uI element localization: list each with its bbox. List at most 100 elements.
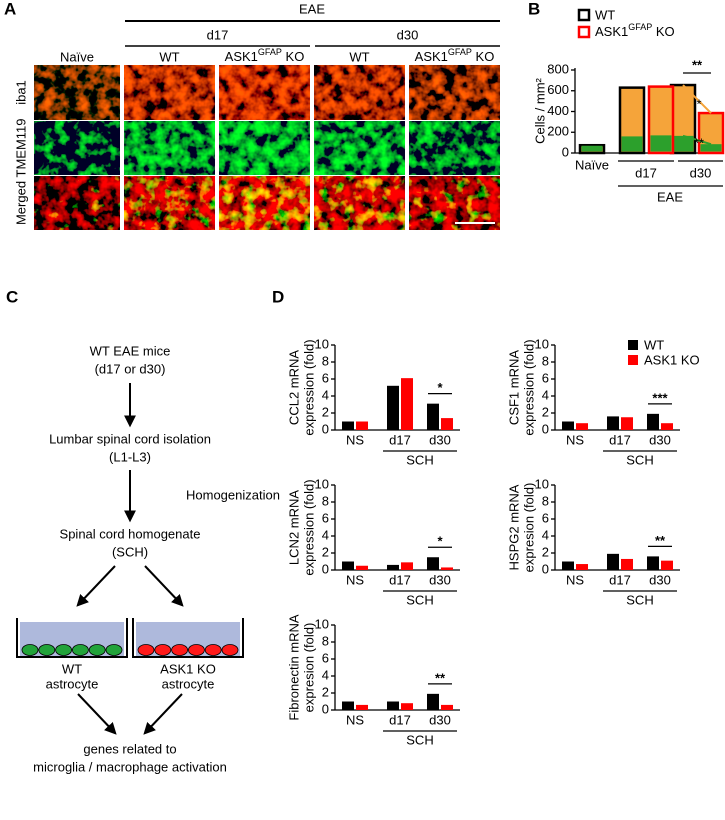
bar xyxy=(387,701,399,710)
astrocyte-cell xyxy=(105,644,123,656)
y-tick-label: 10 xyxy=(535,476,549,491)
micrograph xyxy=(314,121,405,175)
flow-text: Homogenization xyxy=(186,487,280,502)
x-tick-label: d17 xyxy=(389,432,411,447)
y-tick-label: 8 xyxy=(322,493,329,508)
legend-swatch xyxy=(577,25,591,39)
group-label: SCH xyxy=(406,452,433,467)
y-tick-label: 2 xyxy=(542,544,549,559)
micrograph xyxy=(124,65,215,120)
micrograph xyxy=(124,176,215,230)
y-tick-label: 8 xyxy=(322,353,329,368)
legend-label: WT xyxy=(644,337,664,352)
y-axis-label: expresion (fold) xyxy=(301,623,316,713)
y-axis-label: CSF1 mRNA xyxy=(506,350,521,425)
x-tick-label: d30 xyxy=(649,572,671,587)
group-label: EAE xyxy=(299,1,325,16)
bar-tmem119 xyxy=(621,136,643,152)
bar-tmem119 xyxy=(650,135,672,152)
y-tick-label: 200 xyxy=(547,124,569,139)
trend-line xyxy=(682,134,712,146)
legend-label-part: GFAP xyxy=(628,22,652,32)
bar xyxy=(661,560,673,570)
bar xyxy=(441,418,453,430)
y-tick-label: 0 xyxy=(322,421,329,436)
legend-swatch xyxy=(577,8,591,22)
bar xyxy=(562,421,574,430)
bar xyxy=(356,421,368,430)
micrograph xyxy=(34,65,120,120)
flow-text: (SCH) xyxy=(112,544,148,559)
significance: * xyxy=(696,96,701,111)
column-label-part: GFAP xyxy=(448,47,472,57)
bar xyxy=(387,564,399,570)
bar xyxy=(356,565,368,570)
legend-swatch xyxy=(628,340,638,350)
flow-text: WT EAE mice xyxy=(90,343,171,358)
flow-text: ASK1 KO xyxy=(160,661,216,676)
bar xyxy=(576,423,588,430)
astrocyte-cell xyxy=(171,644,189,656)
column-label-part: ASK1 xyxy=(415,49,448,64)
column-label-part: KO xyxy=(282,49,304,64)
y-tick-label: 8 xyxy=(542,493,549,508)
bar xyxy=(356,704,368,710)
bar xyxy=(576,564,588,570)
y-tick-label: 0 xyxy=(322,701,329,716)
astrocyte-cell xyxy=(72,644,89,656)
panel-label: D xyxy=(272,287,284,306)
significance: ** xyxy=(655,533,666,548)
bar xyxy=(607,416,619,430)
arrow xyxy=(143,693,183,735)
legend-label-part: KO xyxy=(652,24,674,39)
y-tick-label: 0 xyxy=(562,144,569,159)
bar xyxy=(427,693,439,710)
row-label: TMEM119 xyxy=(13,119,28,178)
well xyxy=(132,618,244,658)
bar xyxy=(562,561,574,570)
y-axis-label: expresion (fold) xyxy=(521,483,536,573)
micrograph xyxy=(409,121,500,175)
micrograph xyxy=(34,121,120,175)
y-tick-label: 10 xyxy=(315,476,329,491)
bar xyxy=(342,421,354,430)
significance: * xyxy=(437,534,443,549)
x-tick-label: d30 xyxy=(429,432,451,447)
bar xyxy=(401,378,413,430)
y-tick-label: 2 xyxy=(322,404,329,419)
legend-swatch xyxy=(628,355,638,365)
group-label: SCH xyxy=(626,592,653,607)
micrograph xyxy=(219,121,310,175)
y-tick-label: 6 xyxy=(322,370,329,385)
x-tick-label: d30 xyxy=(690,165,712,180)
column-label-part: ASK1 xyxy=(225,49,258,64)
arrow xyxy=(144,565,184,607)
bar xyxy=(427,557,439,570)
y-tick-label: 0 xyxy=(322,561,329,576)
x-tick-label: d17 xyxy=(609,432,631,447)
micrograph xyxy=(124,121,215,175)
x-tick-label: d30 xyxy=(429,572,451,587)
y-tick-label: 10 xyxy=(315,336,329,351)
y-axis-label: Fibronectin mRNA xyxy=(286,614,301,721)
significance: ** xyxy=(435,670,446,685)
y-tick-label: 4 xyxy=(322,527,329,542)
y-axis-label: expression (fold) xyxy=(521,339,536,435)
flow-text: astrocyte xyxy=(46,676,99,691)
flow-text: (L1-L3) xyxy=(109,449,151,464)
bar xyxy=(441,704,453,710)
group-label: SCH xyxy=(406,592,433,607)
column-label: WT xyxy=(349,49,369,64)
astrocyte-cell xyxy=(21,644,39,656)
column-label: ASK1GFAP KO xyxy=(225,47,305,64)
bar xyxy=(607,553,619,570)
arrow xyxy=(76,565,116,607)
y-tick-label: 8 xyxy=(322,633,329,648)
astrocyte-cell xyxy=(55,644,72,656)
y-tick-label: 10 xyxy=(535,336,549,351)
x-tick-label: NS xyxy=(346,572,364,587)
flow-text: microglia / macrophage activation xyxy=(33,759,227,774)
legend-label: ASK1GFAP KO xyxy=(595,22,675,39)
group-label: EAE xyxy=(657,189,683,204)
x-tick-label: d17 xyxy=(635,165,657,180)
